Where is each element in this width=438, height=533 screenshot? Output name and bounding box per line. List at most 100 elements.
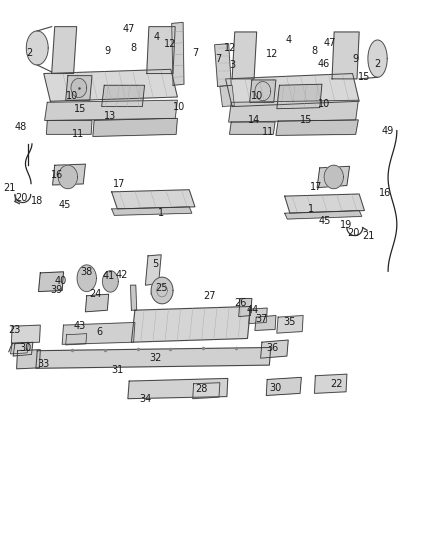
Text: 10: 10 <box>318 99 330 109</box>
Text: 30: 30 <box>19 343 32 352</box>
Text: 3: 3 <box>229 60 235 70</box>
Text: 46: 46 <box>317 59 329 69</box>
Polygon shape <box>62 322 135 344</box>
Text: 45: 45 <box>59 200 71 209</box>
Text: 4: 4 <box>154 33 160 42</box>
Text: 40: 40 <box>54 277 67 286</box>
Polygon shape <box>45 100 177 120</box>
Polygon shape <box>112 207 192 215</box>
Text: 47: 47 <box>323 38 336 47</box>
Polygon shape <box>261 340 288 358</box>
Polygon shape <box>285 194 364 213</box>
Polygon shape <box>230 122 275 134</box>
Polygon shape <box>249 308 267 324</box>
Text: 27: 27 <box>203 291 215 301</box>
Polygon shape <box>239 298 252 317</box>
Polygon shape <box>52 27 77 74</box>
Text: 8: 8 <box>131 43 137 53</box>
Polygon shape <box>317 166 350 188</box>
Text: 30: 30 <box>269 383 281 393</box>
Text: 25: 25 <box>155 283 167 293</box>
Polygon shape <box>277 84 322 109</box>
Text: 7: 7 <box>192 49 198 58</box>
Text: 1: 1 <box>158 208 164 218</box>
Polygon shape <box>58 165 78 189</box>
Text: 44: 44 <box>247 305 259 315</box>
Text: 36: 36 <box>266 343 279 352</box>
Polygon shape <box>368 40 387 77</box>
Polygon shape <box>226 74 359 107</box>
Text: 12: 12 <box>266 50 279 59</box>
Text: 33: 33 <box>38 359 50 368</box>
Text: 31: 31 <box>111 366 124 375</box>
Polygon shape <box>277 316 303 333</box>
Polygon shape <box>39 272 64 292</box>
Text: 10: 10 <box>66 91 78 101</box>
Circle shape <box>71 78 87 98</box>
Text: 16: 16 <box>379 188 392 198</box>
Text: 4: 4 <box>285 35 291 45</box>
Polygon shape <box>66 76 92 100</box>
Polygon shape <box>229 100 358 122</box>
Text: 45: 45 <box>319 216 331 226</box>
Polygon shape <box>220 85 234 107</box>
Text: 17: 17 <box>113 179 125 189</box>
Text: 35: 35 <box>284 318 296 327</box>
Text: 38: 38 <box>81 267 93 277</box>
Polygon shape <box>85 294 109 312</box>
Text: 20: 20 <box>348 229 360 238</box>
Text: 10: 10 <box>173 102 185 111</box>
Text: 24: 24 <box>89 289 102 299</box>
Text: 49: 49 <box>382 126 394 135</box>
Text: 19: 19 <box>340 220 352 230</box>
Text: 1: 1 <box>308 204 314 214</box>
Polygon shape <box>77 265 96 292</box>
Polygon shape <box>131 306 251 342</box>
Text: 17: 17 <box>310 182 322 191</box>
Polygon shape <box>151 277 173 304</box>
Text: 9: 9 <box>353 54 359 63</box>
Text: 41: 41 <box>102 271 115 281</box>
Polygon shape <box>145 255 161 285</box>
Polygon shape <box>102 271 118 292</box>
Text: 39: 39 <box>50 286 62 295</box>
Polygon shape <box>112 190 195 209</box>
Polygon shape <box>193 383 220 399</box>
Polygon shape <box>44 69 177 101</box>
Text: 18: 18 <box>31 197 43 206</box>
Polygon shape <box>266 377 301 395</box>
Text: 6: 6 <box>97 327 103 336</box>
Text: 28: 28 <box>195 384 208 394</box>
Text: 37: 37 <box>256 314 268 324</box>
Polygon shape <box>285 211 362 219</box>
Text: 23: 23 <box>8 326 20 335</box>
Polygon shape <box>147 27 175 74</box>
Polygon shape <box>172 22 184 85</box>
Text: 12: 12 <box>164 39 176 49</box>
Text: 8: 8 <box>311 46 318 55</box>
Text: 11: 11 <box>262 127 274 137</box>
Polygon shape <box>93 118 177 136</box>
Text: 15: 15 <box>358 72 371 82</box>
Text: 16: 16 <box>51 170 63 180</box>
Text: 48: 48 <box>15 122 27 132</box>
Text: 7: 7 <box>215 54 221 63</box>
Polygon shape <box>11 342 28 354</box>
Polygon shape <box>276 120 358 135</box>
Polygon shape <box>66 334 87 345</box>
Text: 43: 43 <box>74 321 86 331</box>
Text: 11: 11 <box>72 130 84 139</box>
Polygon shape <box>215 44 231 86</box>
Polygon shape <box>13 342 33 356</box>
Polygon shape <box>324 165 343 189</box>
Polygon shape <box>255 316 276 330</box>
Polygon shape <box>11 325 40 343</box>
Text: 14: 14 <box>248 115 260 125</box>
Polygon shape <box>17 350 40 369</box>
Polygon shape <box>332 32 359 79</box>
Text: 15: 15 <box>300 115 312 125</box>
Text: 9: 9 <box>104 46 110 55</box>
Text: 15: 15 <box>74 104 86 114</box>
Text: 42: 42 <box>116 270 128 280</box>
Polygon shape <box>232 32 257 79</box>
